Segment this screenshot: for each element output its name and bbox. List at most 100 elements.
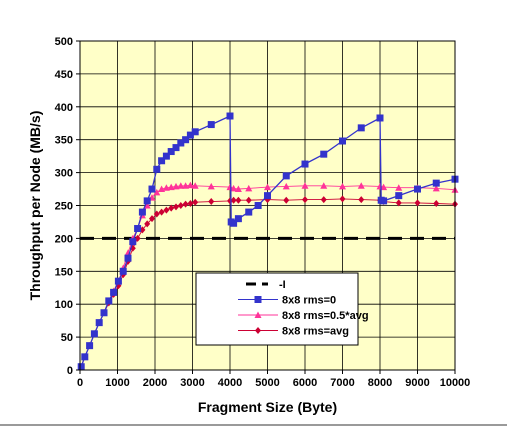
series-0: [77, 112, 459, 371]
data-point: [138, 208, 146, 216]
data-point: [380, 197, 388, 205]
y-tick-label: 350: [55, 135, 73, 147]
data-point: [95, 319, 103, 327]
bottom-divider: [0, 424, 507, 426]
data-point: [114, 277, 122, 285]
data-point: [167, 183, 175, 191]
y-tick-label: 400: [55, 102, 73, 114]
y-tick-label: 200: [55, 233, 73, 245]
data-point: [182, 182, 190, 189]
data-point: [143, 202, 151, 209]
data-point: [357, 182, 365, 189]
data-point: [358, 196, 365, 204]
data-point: [376, 114, 384, 122]
data-point: [432, 179, 440, 187]
legend-entry: 8x8 rms=0: [238, 295, 336, 307]
data-point: [144, 220, 151, 228]
data-point: [254, 296, 262, 303]
data-point: [187, 200, 194, 208]
data-point: [234, 215, 242, 223]
legend-entry: 8x8 rms=avg: [238, 326, 349, 338]
x-tick-label: 0: [77, 377, 83, 389]
data-point: [77, 363, 85, 371]
data-point: [230, 184, 238, 192]
data-point: [301, 160, 309, 168]
data-point: [182, 136, 190, 144]
data-point: [143, 197, 151, 205]
data-point: [177, 182, 185, 189]
data-point: [208, 198, 215, 206]
tick-labels: 0 1000 2000 3000 4000 5000 6000 7000 8000 9000 100…: [55, 36, 471, 389]
data-point: [191, 128, 199, 136]
data-point: [320, 150, 328, 158]
data-point: [162, 184, 170, 191]
legend-entry: -I: [246, 279, 286, 291]
data-point: [254, 202, 262, 209]
data-point: [433, 200, 440, 208]
data-point: [320, 182, 328, 189]
legend-label: 8x8 rms=0.5*avg: [282, 310, 369, 322]
data-point: [395, 199, 402, 207]
legend-label: 8x8 rms=avg: [282, 326, 349, 338]
data-point: [395, 192, 403, 200]
y-tick-label: 0: [67, 365, 73, 377]
y-tick-label: 50: [61, 332, 73, 344]
data-point: [105, 297, 113, 305]
data-point: [110, 288, 118, 296]
data-point: [282, 182, 290, 190]
data-point: [153, 165, 161, 173]
x-tick-label: 6000: [293, 377, 317, 389]
y-tick-label: 500: [55, 36, 73, 48]
data-point: [339, 182, 346, 190]
data-point: [395, 184, 403, 191]
x-tick-label: 8000: [368, 377, 392, 389]
x-tick-label: 5000: [255, 377, 279, 389]
x-tick-label: 7000: [330, 377, 354, 389]
data-point: [207, 121, 215, 129]
legend-label: -I: [279, 279, 286, 291]
data-point: [235, 196, 242, 204]
data-point: [129, 238, 137, 246]
data-point: [158, 157, 166, 165]
x-tick-label: 9000: [405, 377, 429, 389]
y-axis-label: Throughput per Node (MB/s): [27, 111, 43, 301]
y-tick-label: 250: [55, 201, 73, 213]
data-point: [380, 183, 388, 191]
data-point: [149, 215, 155, 223]
data-point: [226, 112, 234, 120]
y-tick-label: 150: [55, 266, 73, 278]
data-point: [162, 152, 170, 160]
data-point: [264, 192, 271, 200]
data-point: [124, 254, 132, 262]
data-point: [245, 208, 253, 216]
data-point: [173, 203, 179, 211]
data-point: [254, 311, 262, 318]
data-point: [192, 198, 199, 206]
data-point: [168, 204, 175, 212]
data-point: [153, 188, 161, 196]
data-point: [90, 330, 98, 338]
data-point: [148, 185, 156, 193]
x-tick-label: 2000: [143, 377, 167, 389]
data-point: [414, 185, 421, 193]
x-tick-label: 3000: [180, 377, 204, 389]
legend: -I 8x8 rms=0 8x8 rms=0.5*avg 8x8 rms=avg: [195, 272, 369, 346]
data-point: [153, 210, 160, 218]
data-point: [301, 182, 309, 189]
data-point: [86, 342, 94, 350]
data-point: [302, 196, 308, 204]
data-point: [81, 353, 89, 361]
data-point: [230, 196, 237, 204]
data-point: [264, 183, 271, 191]
data-point: [158, 208, 165, 216]
data-point: [245, 196, 252, 204]
legend-entry: 8x8 rms=0.5*avg: [238, 310, 369, 322]
x-tick-label: 10000: [440, 377, 471, 389]
x-tick-label: 1000: [105, 377, 129, 389]
data-point: [283, 196, 290, 204]
data-point: [163, 206, 170, 214]
data-point: [167, 148, 175, 156]
data-point: [172, 144, 180, 152]
data-point: [191, 182, 199, 189]
data-point: [282, 172, 290, 180]
